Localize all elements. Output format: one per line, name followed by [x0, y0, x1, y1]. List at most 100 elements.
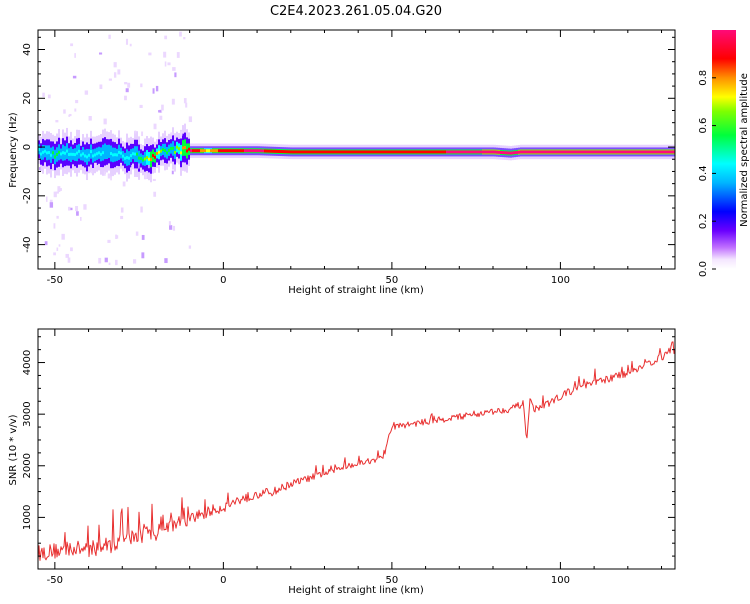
spectrogram-ridge	[392, 150, 394, 154]
spectrogram-ridge	[202, 149, 204, 153]
spectrogram-ridge	[302, 150, 304, 154]
spectrogram-speckle	[56, 215, 59, 219]
spectrogram-ridge	[558, 150, 560, 154]
spectrogram-ridge	[572, 150, 574, 154]
spectrogram-ridge	[450, 150, 452, 154]
spectrogram-ridge	[422, 150, 424, 154]
spectrogram-ridge	[56, 152, 58, 156]
spectrogram-ridge	[210, 149, 212, 153]
spectrogram-ridge	[610, 150, 612, 154]
spectrogram-ridge	[656, 150, 658, 154]
snr-y-axis-label: SNR (10 * v/v)	[8, 414, 19, 485]
spectrogram-ridge	[168, 148, 170, 152]
colorbar-ticks: 0.0 0.2 0.4 0.6 0.8	[698, 70, 716, 277]
spectrogram-ridge	[90, 150, 92, 154]
spectrogram-ridge	[478, 150, 480, 154]
spectrogram-x-tick-label: -50	[47, 275, 63, 286]
spectrogram-ridge	[198, 149, 200, 153]
spectrogram-ridge	[276, 149, 278, 153]
spectrogram-ridge	[418, 150, 420, 154]
spectrogram-ridge	[646, 150, 648, 154]
spectrogram-ridge	[294, 150, 296, 154]
spectrogram-ridge	[80, 153, 82, 157]
spectrogram-ridge	[458, 150, 460, 154]
spectrogram-ridge	[148, 157, 150, 161]
spectrogram-speckle	[144, 173, 147, 179]
spectrogram-speckle	[55, 120, 59, 123]
spectrogram-ridge	[538, 150, 540, 154]
spectrogram-ridge	[106, 150, 108, 154]
spectrogram-ridge	[54, 155, 56, 159]
spectrogram-ridge	[52, 151, 54, 155]
spectrogram-ridge	[328, 150, 330, 154]
spectrogram-speckle	[108, 78, 112, 81]
spectrogram-ridge	[284, 150, 286, 154]
spectrogram-ridge	[314, 150, 316, 154]
snr-ticks: -50 0 50 100 1000 2000 3000 4000	[22, 329, 675, 586]
colorbar: 0.0 0.2 0.4 0.6 0.8 Normalized spectral ampl…	[698, 30, 750, 277]
spectrogram-ridge	[356, 150, 358, 154]
spectrogram-ridge	[616, 150, 618, 154]
spectrogram-speckle	[70, 43, 74, 47]
spectrogram-ridge	[48, 151, 50, 155]
spectrogram-speckle	[161, 104, 164, 111]
spectrogram-ridge	[322, 150, 324, 154]
spectrogram-ridge	[550, 150, 552, 154]
spectrogram-ridge	[290, 150, 292, 154]
spectrogram-ridge	[472, 150, 474, 154]
spectrogram-ridge	[272, 149, 274, 153]
spectrogram-ridge	[454, 150, 456, 154]
spectrogram-ridge	[546, 150, 548, 154]
spectrogram-ridge	[354, 150, 356, 154]
spectrogram-ridge	[260, 149, 262, 153]
spectrogram-ridge	[518, 150, 520, 154]
spectrogram-ridge	[236, 149, 238, 153]
spectrogram-ridge	[186, 149, 188, 153]
spectrogram-ridge	[404, 150, 406, 154]
spectrogram-ridge	[340, 150, 342, 154]
spectrogram-speckle	[69, 207, 73, 211]
spectrogram-ridge	[390, 150, 392, 154]
spectrogram-ridge	[326, 150, 328, 154]
spectrogram-ridge	[410, 150, 412, 154]
spectrogram-ridge	[306, 150, 308, 154]
spectrogram-ridge	[230, 149, 232, 153]
spectrogram-ridge	[502, 151, 504, 155]
spectrogram-ridge	[130, 154, 132, 158]
spectrogram-speckle	[141, 131, 144, 137]
spectrogram-ridge	[312, 150, 314, 154]
spectrogram-ridge	[622, 150, 624, 154]
spectrogram-ridge	[300, 150, 302, 154]
spectrogram-ridge	[398, 150, 400, 154]
spectrogram-speckle	[158, 110, 162, 113]
spectrogram-ridge	[240, 149, 242, 153]
spectrogram-speckle	[139, 104, 143, 108]
spectrogram-ridge	[182, 146, 184, 150]
spectrogram-ridge	[602, 150, 604, 154]
spectrogram-ridge	[446, 150, 448, 154]
spectrogram-speckle	[94, 162, 97, 167]
spectrogram-ridge	[620, 150, 622, 154]
spectrogram-ridge	[466, 150, 468, 154]
snr-x-tick-label: 0	[220, 575, 226, 586]
spectrogram-speckle	[120, 207, 124, 213]
spectrogram-speckle	[120, 215, 124, 220]
spectrogram-ridge	[308, 150, 310, 154]
spectrogram-ridge	[156, 151, 158, 155]
spectrogram-ridge	[408, 150, 410, 154]
spectrogram-ridge	[146, 156, 148, 160]
spectrogram-ridge	[664, 150, 666, 154]
spectrogram-ridge	[344, 150, 346, 154]
spectrogram-ridge	[296, 150, 298, 154]
spectrogram-ridge	[618, 150, 620, 154]
spectrogram-ridge	[86, 155, 88, 159]
spectrogram-ridge	[522, 150, 524, 154]
spectrogram-speckle	[75, 99, 79, 104]
spectrogram-ridge	[220, 149, 222, 153]
spectrogram-ridge	[128, 156, 130, 160]
spectrogram-ridge	[40, 152, 42, 156]
spectrogram-speckle	[75, 206, 79, 212]
spectrogram-ridge	[372, 150, 374, 154]
spectrogram-speckle	[148, 52, 152, 56]
spectrogram-speckle	[38, 167, 41, 171]
